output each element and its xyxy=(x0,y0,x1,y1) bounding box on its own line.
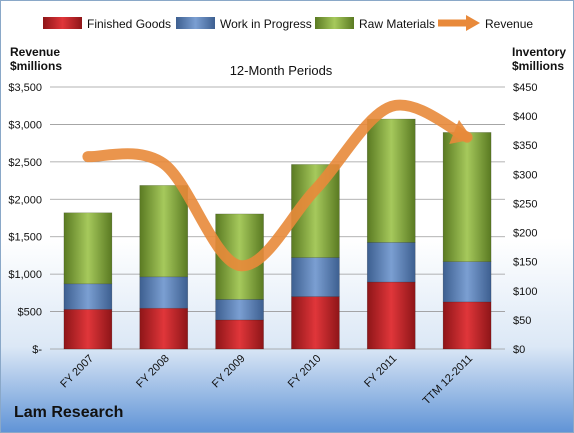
revenue-line-layer xyxy=(82,99,473,272)
right-tick-label: $300 xyxy=(513,169,537,181)
right-tick-label: $150 xyxy=(513,257,537,269)
right-tick-label: $400 xyxy=(513,111,537,123)
legend-swatch-work-in-progress xyxy=(176,17,215,29)
right-tick-label: $250 xyxy=(513,198,537,210)
left-tick-label: $2,500 xyxy=(8,157,42,169)
bar-finished-goods xyxy=(442,301,492,350)
legend-label-work-in-progress: Work in Progress xyxy=(220,17,312,31)
bar-finished-goods xyxy=(139,307,189,350)
bar-finished-goods xyxy=(366,281,416,350)
bar-work-in-progress xyxy=(215,299,264,321)
bar-work-in-progress xyxy=(139,276,189,309)
bar-work-in-progress xyxy=(63,283,113,310)
left-tick-label: $3,000 xyxy=(8,119,42,131)
right-tick-label: $200 xyxy=(513,228,537,240)
legend: Finished Goods Work in Progress Raw Mate… xyxy=(43,15,533,31)
left-tick-label: $2,000 xyxy=(8,194,42,206)
left-tick-label: $3,500 xyxy=(8,82,42,94)
bar-work-in-progress xyxy=(366,242,416,283)
company-name: Lam Research xyxy=(14,404,124,421)
revenue-line xyxy=(82,99,473,272)
right-tick-label: $450 xyxy=(513,82,537,94)
bar-work-in-progress xyxy=(291,257,340,297)
bar-raw-materials xyxy=(442,132,492,262)
bar-work-in-progress xyxy=(442,261,492,303)
left-axis-title: Revenue $millions xyxy=(10,45,62,73)
legend-swatch-finished-goods xyxy=(43,17,82,29)
bar-series xyxy=(63,118,492,350)
bar-raw-materials xyxy=(139,185,189,278)
left-tick-label: $500 xyxy=(18,307,42,319)
revenue-arrowhead xyxy=(449,119,473,144)
legend-label-raw-materials: Raw Materials xyxy=(359,17,435,31)
bar-raw-materials xyxy=(366,118,416,243)
bar-finished-goods xyxy=(215,319,264,350)
right-tick-label: $50 xyxy=(513,315,531,327)
legend-swatch-revenue xyxy=(438,15,480,31)
right-tick-label: $350 xyxy=(513,140,537,152)
left-tick-label: $1,500 xyxy=(8,232,42,244)
bar-finished-goods xyxy=(63,309,113,350)
bar-raw-materials xyxy=(63,212,113,285)
bar-finished-goods xyxy=(291,296,340,350)
legend-swatch-raw-materials xyxy=(315,17,354,29)
legend-label-revenue: Revenue xyxy=(485,17,533,31)
right-tick-label: $100 xyxy=(513,286,537,298)
legend-label-finished-goods: Finished Goods xyxy=(87,17,171,31)
left-tick-label: $- xyxy=(32,344,42,356)
left-tick-label: $1,000 xyxy=(8,269,42,281)
chart-title: 12-Month Periods xyxy=(230,63,333,78)
right-axis-title: Inventory $millions xyxy=(512,45,566,73)
right-tick-label: $0 xyxy=(513,344,525,356)
